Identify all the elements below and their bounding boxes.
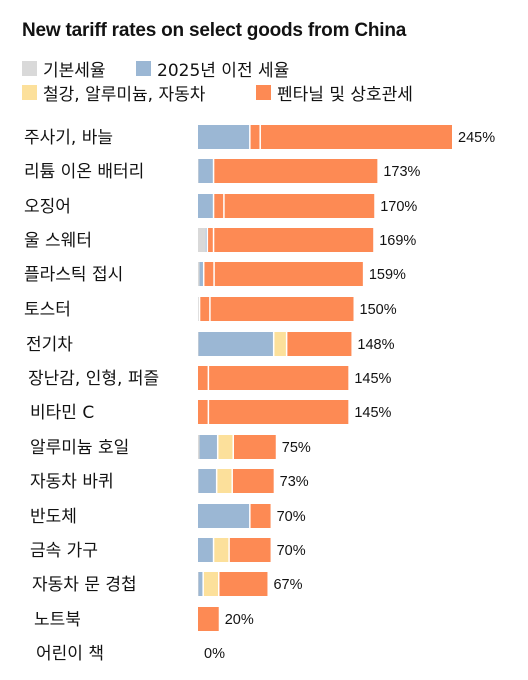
category-label: 노트북 xyxy=(34,610,81,630)
bar-segment xyxy=(249,504,271,528)
bar-segment xyxy=(198,366,349,390)
bar-segment xyxy=(199,297,354,321)
bar-segment xyxy=(229,538,271,562)
bar-segment xyxy=(203,262,363,286)
bar-segment xyxy=(207,228,374,252)
bar-segment xyxy=(198,469,217,493)
total-value-label: 150% xyxy=(360,302,397,318)
category-label: 주사기, 바늘 xyxy=(24,128,113,148)
total-value-label: 169% xyxy=(379,233,416,249)
bar-segment xyxy=(198,504,250,528)
category-label: 리튬 이온 배터리 xyxy=(24,162,144,182)
bar-segment xyxy=(203,572,219,596)
category-label: 울 스웨터 xyxy=(24,231,92,251)
chart-title: New tariff rates on select goods from Ch… xyxy=(22,20,407,41)
bar-segment xyxy=(286,332,352,356)
total-value-label: 70% xyxy=(277,543,306,559)
bar-segment xyxy=(198,435,200,459)
bar-segment xyxy=(198,400,349,424)
category-label: 자동차 바퀴 xyxy=(30,472,114,492)
category-label: 어린이 책 xyxy=(36,644,104,664)
total-value-label: 173% xyxy=(383,164,420,180)
category-label: 전기차 xyxy=(26,335,73,355)
bar-segment xyxy=(198,228,206,252)
legend-swatch-pre-2025-rate xyxy=(136,61,151,76)
category-label: 알루미늄 호일 xyxy=(30,438,129,458)
bar-segment xyxy=(198,538,214,562)
category-label: 금속 가구 xyxy=(30,541,98,561)
category-label: 플라스틱 접시 xyxy=(24,265,123,285)
legend-label-steel-aluminum-auto: 철강, 알루미늄, 자동차 xyxy=(43,85,206,105)
bar-segment xyxy=(199,262,204,286)
total-value-label: 245% xyxy=(458,130,495,146)
bar-segment xyxy=(232,469,274,493)
legend-swatch-steel-aluminum-auto xyxy=(22,85,37,100)
total-value-label: 145% xyxy=(354,371,391,387)
bar-segment xyxy=(216,469,233,493)
legend-swatch-fentanyl-reciprocal xyxy=(256,85,271,100)
bar-segment xyxy=(213,194,375,218)
legend-label-fentanyl-reciprocal: 펜타닐 및 상호관세 xyxy=(277,85,413,105)
legend-label-pre-2025-rate: 2025년 이전 세율 xyxy=(157,61,290,81)
bar-segment xyxy=(218,572,268,596)
bar-segment xyxy=(213,538,230,562)
legend-swatch-base-rate xyxy=(22,61,37,76)
category-label: 토스터 xyxy=(24,300,71,320)
bar-segment xyxy=(199,435,218,459)
bar-segment xyxy=(217,435,234,459)
legend-item-pre-2025-rate: 2025년 이전 세율 xyxy=(136,56,289,81)
category-label: 자동차 문 경첩 xyxy=(32,575,137,595)
bar-segment xyxy=(198,607,219,631)
total-value-label: 73% xyxy=(280,474,309,490)
bar-segment xyxy=(214,159,378,183)
bar-segment xyxy=(273,332,287,356)
bar-segment xyxy=(198,572,204,596)
category-label: 장난감, 인형, 퍼즐 xyxy=(28,369,159,389)
total-value-label: 75% xyxy=(282,440,311,456)
legend-item-fentanyl-reciprocal: 펜타닐 및 상호관세 xyxy=(256,80,413,105)
category-label: 반도체 xyxy=(30,507,77,527)
total-value-label: 67% xyxy=(273,577,302,593)
total-value-label: 20% xyxy=(225,612,254,628)
legend-label-base-rate: 기본세율 xyxy=(43,61,106,81)
total-value-label: 70% xyxy=(277,509,306,525)
category-label: 오징어 xyxy=(24,197,71,217)
bar-segment xyxy=(198,262,200,286)
category-label: 비타민 C xyxy=(30,403,94,423)
legend-item-steel-aluminum-auto: 철강, 알루미늄, 자동차 xyxy=(22,80,205,105)
bar-segment xyxy=(198,194,214,218)
bar-segment xyxy=(233,435,276,459)
total-value-label: 159% xyxy=(369,267,406,283)
total-value-label: 0% xyxy=(204,646,225,662)
bar-segment xyxy=(198,125,250,149)
legend-item-base-rate: 기본세율 xyxy=(22,56,106,81)
total-value-label: 148% xyxy=(357,337,394,353)
total-value-label: 145% xyxy=(354,405,391,421)
bar-segment xyxy=(249,125,452,149)
bar-segment xyxy=(198,159,215,183)
total-value-label: 170% xyxy=(380,199,417,215)
bar-segment xyxy=(198,332,274,356)
